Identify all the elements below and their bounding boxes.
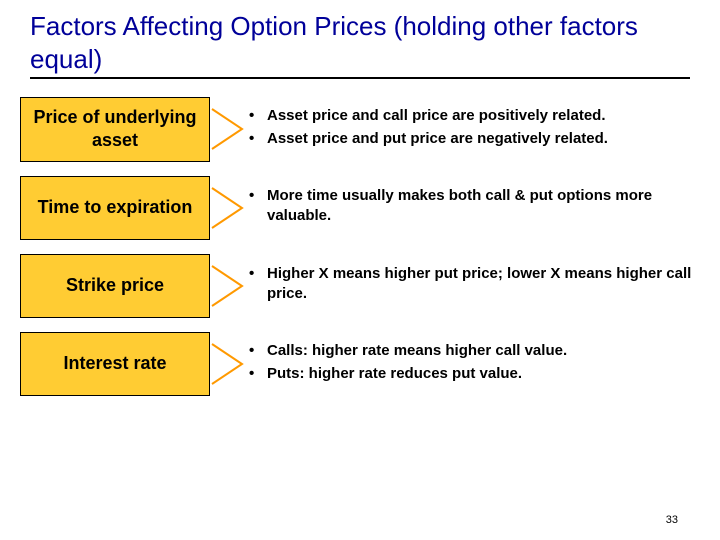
- content-area: Price of underlying asset Asset price an…: [0, 87, 720, 396]
- title-area: Factors Affecting Option Prices (holding…: [0, 0, 720, 87]
- factor-row: Strike price Higher X means higher put p…: [20, 254, 700, 318]
- connector-icon: [210, 99, 245, 159]
- bullet-item: Puts: higher rate reduces put value.: [245, 364, 700, 384]
- page-number: 33: [666, 514, 678, 526]
- slide-title: Factors Affecting Option Prices (holding…: [30, 10, 690, 75]
- factor-box-time: Time to expiration: [20, 176, 210, 240]
- bullet-item: Asset price and put price are negatively…: [245, 129, 700, 149]
- bullet-item: Asset price and call price are positivel…: [245, 106, 700, 126]
- bullet-item: More time usually makes both call & put …: [245, 186, 700, 227]
- bullet-list: Higher X means higher put price; lower X…: [245, 264, 700, 308]
- bullet-list: More time usually makes both call & put …: [245, 186, 700, 230]
- bullet-list: Calls: higher rate means higher call val…: [245, 341, 700, 388]
- connector-icon: [210, 334, 245, 394]
- connector-icon: [210, 256, 245, 316]
- factor-row: Interest rate Calls: higher rate means h…: [20, 332, 700, 396]
- factor-box-strike: Strike price: [20, 254, 210, 318]
- factor-box-price: Price of underlying asset: [20, 97, 210, 162]
- factor-row: Price of underlying asset Asset price an…: [20, 97, 700, 162]
- factor-box-interest: Interest rate: [20, 332, 210, 396]
- bullet-item: Calls: higher rate means higher call val…: [245, 341, 700, 361]
- factor-row: Time to expiration More time usually mak…: [20, 176, 700, 240]
- title-underline: [30, 77, 690, 79]
- bullet-list: Asset price and call price are positivel…: [245, 106, 700, 153]
- bullet-item: Higher X means higher put price; lower X…: [245, 264, 700, 305]
- connector-icon: [210, 178, 245, 238]
